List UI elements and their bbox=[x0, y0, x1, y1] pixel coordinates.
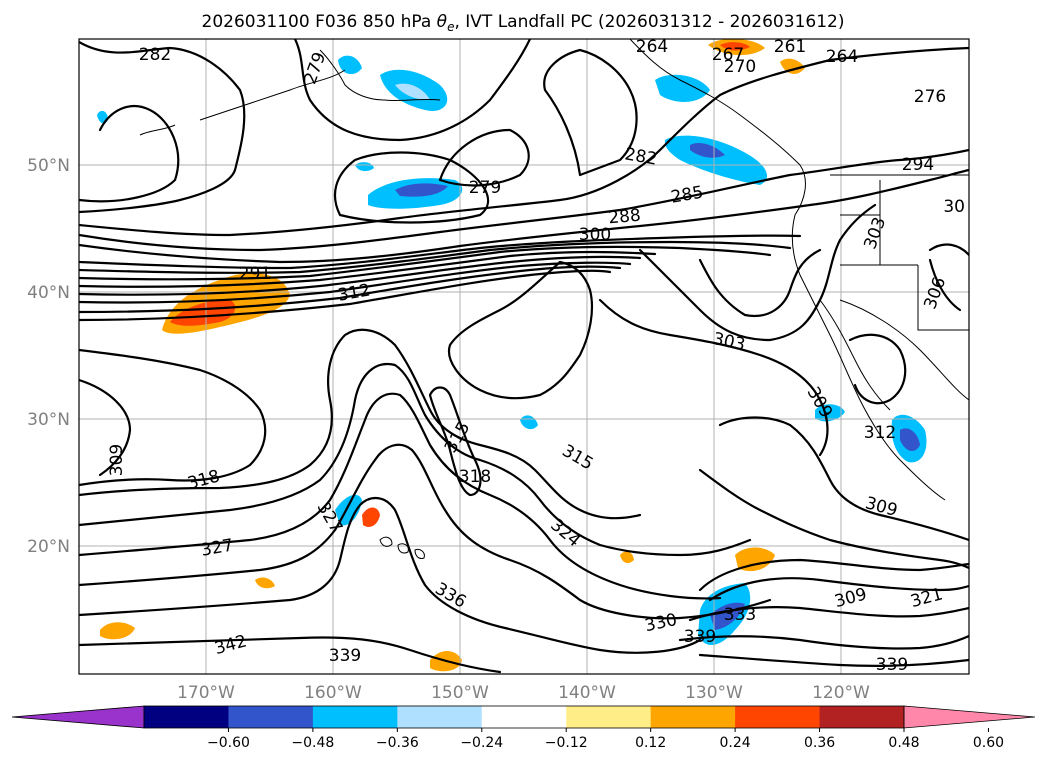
contour-label: 300 bbox=[579, 225, 611, 245]
contour-label: 261 bbox=[774, 37, 806, 57]
coastlines bbox=[139, 39, 969, 559]
colorbar-segment bbox=[144, 706, 229, 728]
lat-label: 50°N bbox=[27, 156, 70, 176]
colorbar-extend-high bbox=[903, 705, 1036, 729]
colorbar-segment bbox=[481, 706, 567, 728]
colorbar-segment bbox=[312, 706, 398, 728]
contour-label: 318 bbox=[459, 467, 491, 487]
contour-label: 309 bbox=[107, 444, 127, 476]
colorbar-tick-label: 0.60 bbox=[973, 735, 1004, 751]
lon-label: 160°W bbox=[304, 683, 362, 703]
lon-label: 170°W bbox=[177, 683, 235, 703]
colorbar-tick-label: 0.36 bbox=[804, 735, 835, 751]
lon-label: 140°W bbox=[558, 683, 616, 703]
contour-label: 339 bbox=[329, 646, 361, 666]
contour-label: 288 bbox=[608, 206, 642, 229]
contour-lines bbox=[79, 39, 969, 674]
contour-label: 294 bbox=[902, 155, 934, 175]
contour-label: 264 bbox=[826, 47, 858, 67]
contour-label: 267 bbox=[712, 45, 744, 65]
colorbar-tick-label: −0.36 bbox=[376, 735, 419, 751]
map-area bbox=[79, 39, 969, 674]
lon-label: 150°W bbox=[431, 683, 489, 703]
longitude-labels: 170°W 160°W 150°W 140°W 130°W 120°W bbox=[177, 683, 870, 703]
colorbar-tick-label: −0.12 bbox=[545, 735, 588, 751]
colorbar-extend-low bbox=[11, 705, 145, 729]
lon-label: 120°W bbox=[812, 683, 870, 703]
colorbar-segment bbox=[819, 706, 905, 728]
contour-label: 339 bbox=[876, 655, 908, 675]
contour-label: 282 bbox=[139, 45, 171, 65]
colorbar-tick-label: −0.48 bbox=[291, 735, 334, 751]
lat-label: 20°N bbox=[27, 537, 70, 557]
colorbar-tick-label: 0.12 bbox=[635, 735, 666, 751]
lon-label: 130°W bbox=[685, 683, 743, 703]
colorbar-segment bbox=[735, 706, 821, 728]
gridlines bbox=[79, 39, 969, 674]
colorbar-tick-label: −0.60 bbox=[207, 735, 250, 751]
shading-layer bbox=[97, 39, 927, 672]
colorbar-segment bbox=[566, 706, 652, 728]
colorbar: −0.60 −0.48 −0.36 −0.24 −0.12 0.12 0.24 0.36 0.4… bbox=[11, 705, 1036, 751]
colorbar-segment bbox=[650, 706, 736, 728]
colorbar-segment bbox=[228, 706, 314, 728]
contour-label: 264 bbox=[636, 37, 668, 57]
contour-label: 270 bbox=[724, 57, 756, 77]
colorbar-segment bbox=[397, 706, 483, 728]
lat-label: 40°N bbox=[27, 283, 70, 303]
map-frame bbox=[78, 38, 970, 675]
lat-label: 30°N bbox=[27, 410, 70, 430]
contour-label: 339 bbox=[684, 627, 716, 647]
colorbar-tick-label: −0.24 bbox=[460, 735, 503, 751]
colorbar-tick-label: 0.24 bbox=[720, 735, 751, 751]
contour-label: 276 bbox=[914, 87, 946, 107]
contour-label: 312 bbox=[864, 423, 896, 443]
figure-title: 2026031100 F036 850 hPa θe, IVT Landfall… bbox=[202, 12, 845, 34]
contour-label: 30 bbox=[943, 197, 965, 217]
colorbar-frame bbox=[143, 705, 905, 729]
contour-label: 291 bbox=[239, 264, 271, 284]
colorbar-tick-label: 0.48 bbox=[888, 735, 919, 751]
contour-label: 333 bbox=[724, 605, 756, 625]
latitude-labels: 50°N 40°N 30°N 20°N bbox=[27, 156, 70, 557]
contour-label: 279 bbox=[469, 178, 501, 198]
